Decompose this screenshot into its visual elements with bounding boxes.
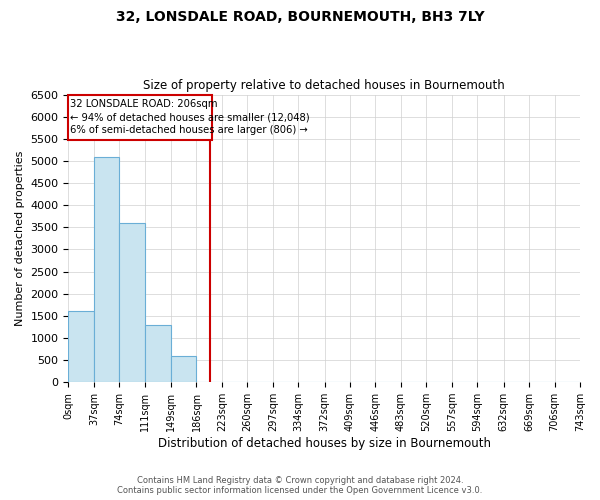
Bar	[94, 156, 119, 382]
Bar	[68, 94, 212, 140]
Bar	[145, 324, 171, 382]
Text: 32, LONSDALE ROAD, BOURNEMOUTH, BH3 7LY: 32, LONSDALE ROAD, BOURNEMOUTH, BH3 7LY	[116, 10, 484, 24]
Text: 32 LONSDALE ROAD: 206sqm
← 94% of detached houses are smaller (12,048)
6% of sem: 32 LONSDALE ROAD: 206sqm ← 94% of detach…	[70, 99, 310, 136]
Title: Size of property relative to detached houses in Bournemouth: Size of property relative to detached ho…	[143, 79, 505, 92]
Bar	[119, 223, 145, 382]
Bar	[171, 356, 196, 382]
Y-axis label: Number of detached properties: Number of detached properties	[15, 150, 25, 326]
Text: Contains HM Land Registry data © Crown copyright and database right 2024.
Contai: Contains HM Land Registry data © Crown c…	[118, 476, 482, 495]
Bar	[68, 312, 94, 382]
X-axis label: Distribution of detached houses by size in Bournemouth: Distribution of detached houses by size …	[158, 437, 491, 450]
